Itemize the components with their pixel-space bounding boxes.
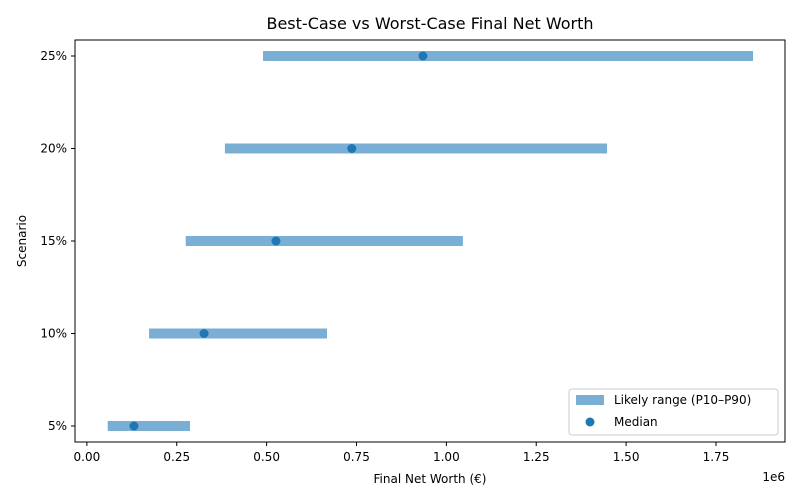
legend: Likely range (P10–P90) Median	[568, 388, 779, 436]
y-axis-label: Scenario	[15, 215, 29, 267]
legend-frame	[568, 388, 779, 436]
range-bar-5%	[107, 421, 191, 431]
legend-label-range: Likely range (P10–P90)	[614, 393, 751, 407]
range-bar-20%	[224, 143, 608, 154]
x-axis-label: Final Net Worth (€)	[374, 472, 487, 486]
x-tick-label: 1.50	[613, 450, 640, 464]
x-tick-label: 0.25	[163, 450, 190, 464]
x-tick-label: 1.00	[433, 450, 460, 464]
x-tick-label: 0.50	[253, 450, 280, 464]
median-point-25%	[418, 51, 428, 61]
median-point-10%	[199, 329, 209, 338]
range-bar-10%	[149, 328, 328, 339]
y-tick-label: 25%	[40, 49, 67, 63]
legend-label-median: Median	[614, 415, 658, 429]
median-point-15%	[271, 236, 281, 246]
y-tick-label: 10%	[40, 327, 67, 341]
x-tick-label: 1.75	[703, 450, 730, 464]
range-bar-25%	[263, 51, 754, 61]
x-tick-label: 1.25	[523, 450, 550, 464]
legend-swatch-median	[585, 417, 595, 427]
y-tick-label: 20%	[40, 142, 67, 156]
y-tick-label: 5%	[48, 419, 67, 433]
median-point-5%	[129, 421, 139, 431]
legend-swatch-range	[576, 395, 604, 405]
chart-title: Best-Case vs Worst-Case Final Net Worth	[266, 14, 593, 33]
y-tick-label: 15%	[40, 234, 67, 248]
x-tick-label: 0.00	[74, 450, 101, 464]
range-bar-15%	[185, 236, 463, 246]
x-offset-label: 1e6	[762, 470, 785, 484]
median-point-20%	[347, 144, 357, 153]
x-tick-label: 0.75	[343, 450, 370, 464]
